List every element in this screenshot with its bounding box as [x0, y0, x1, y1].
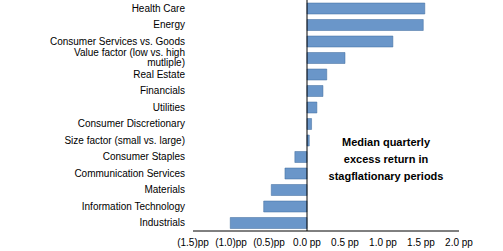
svg-text:Information Technology: Information Technology — [82, 201, 185, 212]
svg-text:Consumer Staples: Consumer Staples — [103, 151, 185, 162]
html-text:Median quarterly excess return: Median quarterly excess return in stagfl… — [328, 136, 444, 182]
svg-text:Materials: Materials — [144, 184, 185, 195]
svg-text:Health Care: Health Care — [132, 3, 186, 14]
svg-text:Real Estate: Real Estate — [133, 69, 185, 80]
svg-text:0.0 pp: 0.0 pp — [293, 237, 321, 248]
svg-text:2.0 pp: 2.0 pp — [445, 237, 473, 248]
svg-text:Financials: Financials — [140, 85, 185, 96]
svg-text:(0.5)pp: (0.5)pp — [253, 237, 285, 248]
svg-text:Consumer Discretionary: Consumer Discretionary — [78, 118, 185, 129]
svg-text:(1.5)pp: (1.5)pp — [177, 237, 209, 248]
svg-text:Energy: Energy — [153, 19, 185, 30]
svg-text:Consumer Services vs. Goods: Consumer Services vs. Goods — [50, 36, 185, 47]
svg-text:Industrials: Industrials — [139, 217, 185, 228]
svg-text:1.5 pp: 1.5 pp — [407, 237, 435, 248]
svg-text:Utilities: Utilities — [153, 102, 185, 113]
svg-text:Size factor (small vs. large): Size factor (small vs. large) — [64, 135, 185, 146]
svg-text:Value factor (low vs. highmutl: Value factor (low vs. highmutliple) — [74, 47, 185, 68]
svg-text:0.5 pp: 0.5 pp — [331, 237, 359, 248]
svg-text:Communication Services: Communication Services — [74, 168, 185, 179]
svg-text:(1.0)pp: (1.0)pp — [215, 237, 247, 248]
svg-text:1.0 pp: 1.0 pp — [369, 237, 397, 248]
